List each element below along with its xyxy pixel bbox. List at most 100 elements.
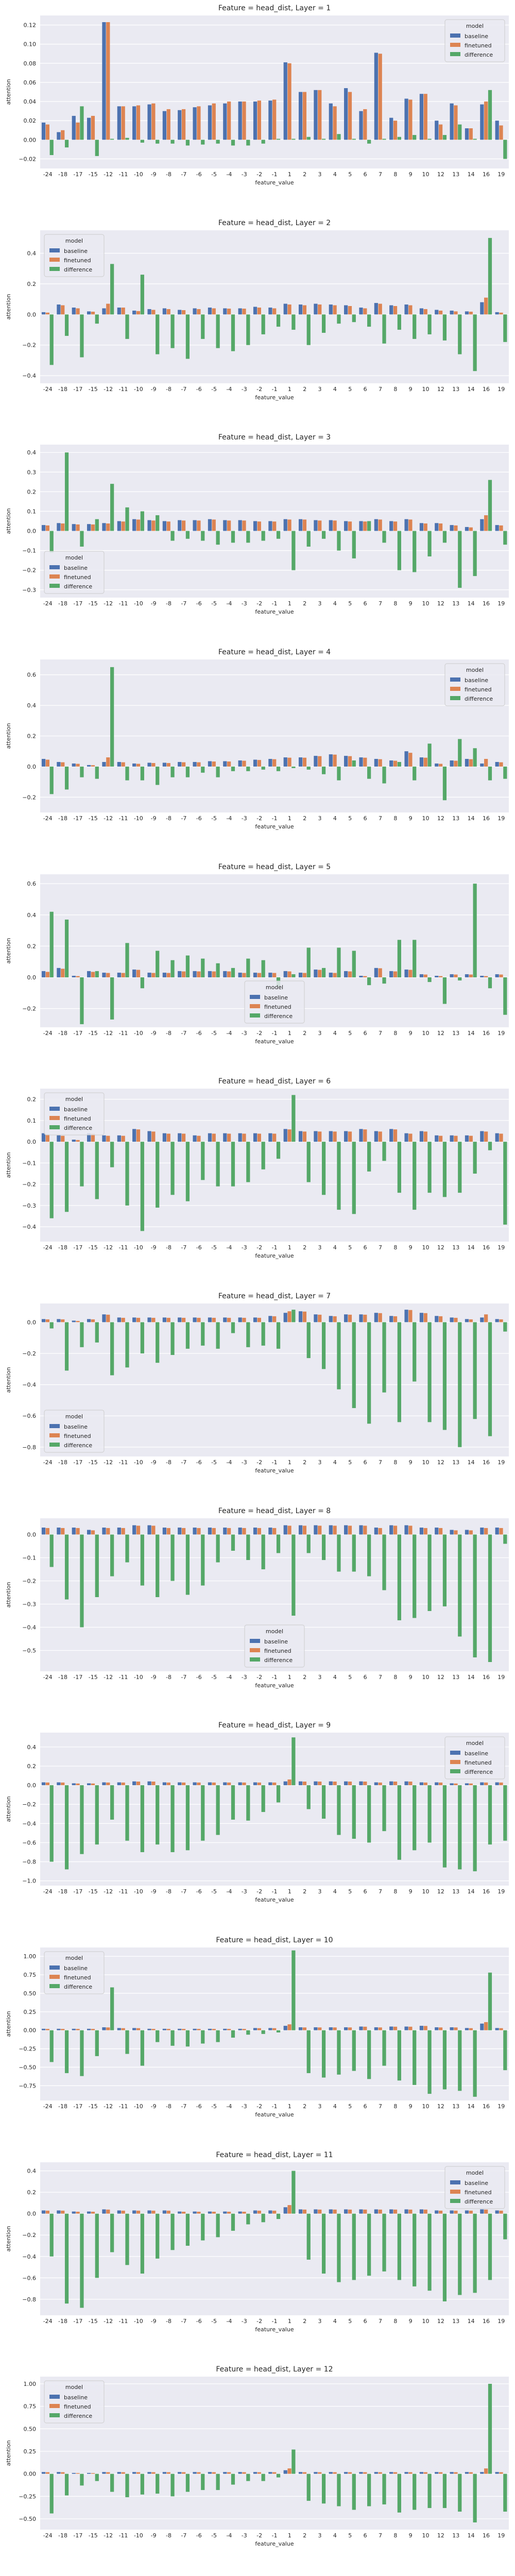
bar-difference	[488, 1322, 492, 1436]
bar-difference	[291, 974, 296, 977]
chart-title: Feature = head_dist, Layer = 10	[216, 1936, 333, 1944]
x-tick-label: -9	[151, 2532, 157, 2539]
legend-swatch-baseline	[49, 248, 60, 252]
bar-finetuned	[363, 1525, 367, 1535]
bar-baseline	[374, 968, 378, 977]
bar-baseline	[359, 111, 363, 140]
legend-box	[44, 1410, 105, 1453]
bar-finetuned	[61, 762, 65, 767]
chart-title: Feature = head_dist, Layer = 9	[218, 1721, 331, 1730]
bar-difference	[49, 2473, 54, 2514]
bar-difference	[442, 977, 447, 1004]
bar-difference	[352, 531, 356, 559]
bar-baseline	[208, 307, 212, 315]
bar-finetuned	[242, 101, 246, 140]
bar-difference	[185, 2213, 190, 2246]
y-tick-label: −0.2	[22, 2232, 36, 2239]
bar-difference	[170, 531, 175, 541]
x-tick-label: 3	[318, 1459, 322, 1466]
bar-difference	[64, 1322, 69, 1371]
bar-baseline	[117, 307, 121, 315]
x-tick-label: 3	[318, 386, 322, 393]
bar-baseline	[208, 1527, 212, 1535]
bar-finetuned	[363, 521, 367, 531]
bar-finetuned	[408, 2472, 413, 2474]
x-tick-label: 2	[303, 1888, 306, 1895]
bar-finetuned	[181, 2472, 186, 2474]
bar-difference	[246, 958, 250, 977]
bar-difference	[473, 2030, 477, 2097]
x-tick-label: 2	[303, 2532, 306, 2539]
bar-finetuned	[106, 2027, 110, 2030]
bar-difference	[156, 140, 160, 144]
bar-baseline	[344, 1781, 348, 1786]
x-tick-label: 19	[497, 600, 505, 607]
chart-panel-3: −0.3−0.2−0.10.00.10.20.30.4-24 -18 -17 -15-…	[5, 433, 509, 615]
bar-baseline	[57, 2472, 61, 2474]
bar-baseline	[268, 100, 272, 140]
bar-baseline	[223, 1527, 227, 1535]
x-tick-label: 2	[303, 1030, 306, 1037]
x-tick-label: 19	[497, 386, 505, 393]
bar-difference	[95, 2213, 99, 2278]
bar-finetuned	[272, 1133, 277, 1142]
bar-finetuned	[408, 1525, 413, 1535]
bar-baseline	[419, 1131, 424, 1142]
x-tick-label: 3	[318, 2532, 322, 2539]
bar-baseline	[102, 523, 106, 531]
legend-swatch-finetuned	[49, 1433, 60, 1437]
bar-baseline	[450, 2027, 454, 2030]
bar-baseline	[102, 1136, 106, 1142]
y-tick-label: −0.2	[22, 1005, 36, 1012]
x-tick-label: -17	[73, 2318, 82, 2325]
bar-finetuned	[423, 523, 427, 531]
y-tick-label: −0.6	[22, 1413, 36, 1419]
legend-box	[44, 551, 105, 594]
bar-difference	[488, 1534, 492, 1662]
bar-finetuned	[484, 101, 488, 140]
bar-difference	[442, 2213, 447, 2301]
bar-baseline	[193, 1317, 197, 1323]
bar-baseline	[208, 105, 212, 140]
bar-finetuned	[106, 1528, 110, 1535]
x-tick-label: -6	[196, 1459, 202, 1466]
bar-baseline	[404, 1525, 408, 1535]
x-tick-label: 10	[422, 1888, 430, 1895]
bar-baseline	[480, 2023, 484, 2030]
x-tick-label: 19	[497, 2103, 505, 2110]
bar-difference	[458, 2213, 462, 2295]
y-tick-label: 0.25	[24, 2009, 36, 2015]
bar-baseline	[389, 1129, 393, 1142]
bar-baseline	[132, 1525, 136, 1535]
bar-difference	[185, 1142, 190, 1201]
bar-difference	[246, 1142, 250, 1182]
bar-finetuned	[469, 311, 473, 315]
bar-baseline	[389, 2209, 393, 2214]
x-tick-label: -18	[58, 171, 67, 178]
bar-baseline	[147, 1525, 151, 1535]
bar-baseline	[208, 971, 212, 977]
y-tick-label: 0.00	[24, 137, 36, 143]
legend-label-baseline: baseline	[64, 1423, 88, 1430]
bar-difference	[156, 766, 160, 785]
bar-baseline	[359, 521, 363, 531]
bar-baseline	[253, 2472, 258, 2474]
bar-finetuned	[166, 973, 170, 977]
bar-difference	[80, 2213, 84, 2308]
x-tick-label: 12	[437, 386, 444, 393]
x-tick-label: -18	[58, 2318, 67, 2325]
x-tick-label: 7	[379, 2103, 382, 2110]
x-tick-label: 16	[483, 2318, 490, 2325]
bar-difference	[95, 2473, 99, 2481]
bar-difference	[261, 1785, 265, 1812]
bar-finetuned	[197, 2029, 201, 2030]
bar-difference	[337, 314, 341, 324]
x-tick-label: -1	[272, 2103, 278, 2110]
bar-finetuned	[469, 2210, 473, 2214]
x-tick-label: -2	[256, 386, 262, 393]
bar-difference	[291, 2171, 296, 2214]
x-tick-label: 8	[393, 1674, 397, 1681]
bar-finetuned	[91, 2029, 95, 2030]
bar-difference	[321, 2473, 326, 2504]
bar-baseline	[253, 521, 258, 531]
